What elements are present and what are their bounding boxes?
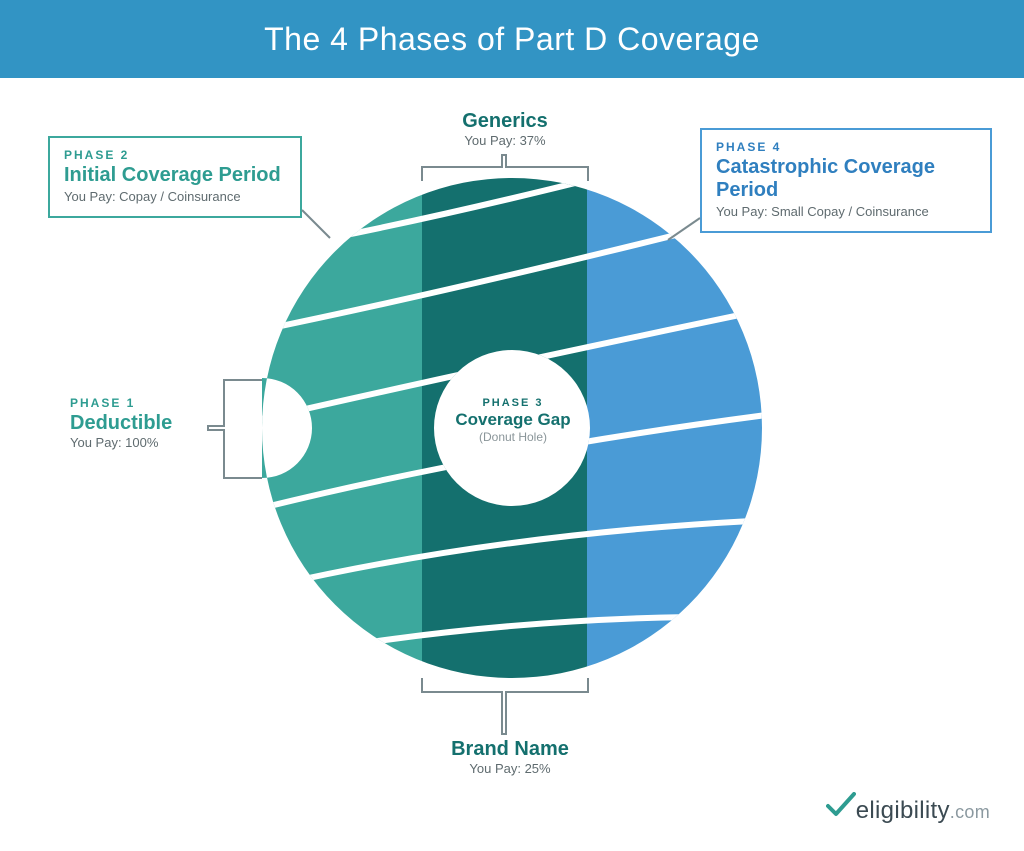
phase1-label: PHASE 1	[70, 396, 210, 410]
phase3-title: Coverage Gap	[450, 411, 576, 430]
brandname-title: Brand Name	[420, 738, 600, 761]
leader-phase2	[300, 208, 360, 248]
label-brandname: Brand Name You Pay: 25%	[420, 738, 600, 776]
logo: eligibility.com	[826, 792, 990, 825]
callout-phase2: PHASE 2 Initial Coverage Period You Pay:…	[48, 136, 302, 218]
phase4-title: Catastrophic Coverage Period	[716, 156, 976, 202]
phase4-sub: You Pay: Small Copay / Coinsurance	[716, 204, 976, 219]
bracket-phase1	[206, 378, 266, 482]
generics-sub: You Pay: 37%	[430, 133, 580, 148]
label-generics: Generics You Pay: 37%	[430, 110, 580, 148]
callout-phase4: PHASE 4 Catastrophic Coverage Period You…	[700, 128, 992, 233]
phase1-title: Deductible	[70, 412, 210, 435]
bracket-generics	[420, 153, 590, 183]
bracket-brandname	[420, 676, 590, 736]
brandname-sub: You Pay: 25%	[420, 761, 600, 776]
phase3-label: PHASE 3	[450, 397, 576, 409]
leader-phase4	[664, 216, 704, 246]
infographic-canvas: Generics You Pay: 37% Brand Name You Pay…	[0, 78, 1024, 851]
callout-phase3: PHASE 3 Coverage Gap (Donut Hole)	[450, 397, 576, 444]
logo-text: eligibility.com	[856, 797, 990, 825]
check-icon	[826, 792, 856, 818]
phase2-title: Initial Coverage Period	[64, 164, 286, 187]
phase2-label: PHASE 2	[64, 148, 286, 162]
phase2-sub: You Pay: Copay / Coinsurance	[64, 189, 286, 204]
phase3-sub: (Donut Hole)	[450, 430, 576, 444]
generics-title: Generics	[430, 110, 580, 133]
phase4-label: PHASE 4	[716, 140, 976, 154]
header-banner: The 4 Phases of Part D Coverage	[0, 0, 1024, 78]
phase1-sub: You Pay: 100%	[70, 435, 210, 450]
logo-suffix: .com	[950, 802, 990, 822]
callout-phase1: PHASE 1 Deductible You Pay: 100%	[70, 396, 210, 450]
logo-word: eligibility	[856, 797, 950, 824]
page-title: The 4 Phases of Part D Coverage	[264, 21, 760, 58]
